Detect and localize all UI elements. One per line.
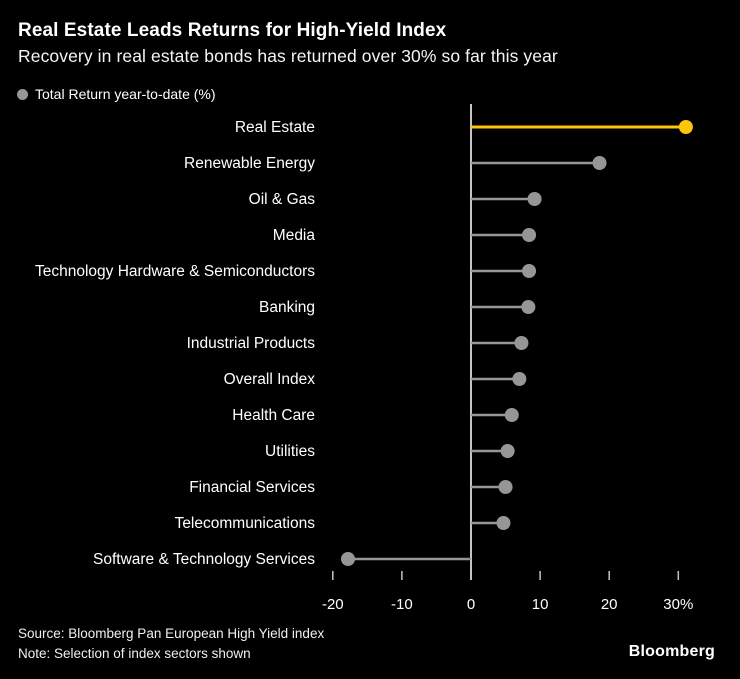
category-label: Real Estate: [235, 119, 315, 136]
legend: Total Return year-to-date (%): [17, 86, 216, 102]
category-label: Telecommunications: [175, 515, 316, 532]
data-point-dot: [521, 300, 536, 314]
category-label: Technology Hardware & Semiconductors: [35, 263, 315, 280]
data-point-dot: [514, 336, 529, 350]
category-label: Software & Technology Services: [93, 551, 315, 568]
category-label: Financial Services: [189, 479, 315, 496]
data-point-dot-highlight: [678, 120, 693, 134]
legend-label: Total Return year-to-date (%): [35, 86, 216, 102]
category-label: Overall Index: [224, 371, 316, 388]
data-point-dot: [496, 516, 511, 530]
data-point-dot: [504, 408, 519, 422]
data-point-dot: [592, 156, 607, 170]
data-point-dot: [522, 228, 537, 242]
chart-subtitle: Recovery in real estate bonds has return…: [18, 46, 558, 66]
axis-tick-label: -10: [391, 596, 413, 613]
data-point-dot: [500, 444, 515, 458]
category-label: Oil & Gas: [249, 191, 316, 208]
category-label: Renewable Energy: [184, 155, 315, 172]
source-note: Source: Bloomberg Pan European High Yiel…: [18, 626, 325, 641]
axis-tick-label: -20: [322, 596, 344, 613]
category-label: Media: [273, 227, 316, 244]
axis-tick-label: 30%: [663, 596, 693, 613]
data-point-dot: [522, 264, 537, 278]
bloomberg-logo: Bloomberg: [628, 643, 715, 660]
legend-dot-icon: [17, 88, 28, 100]
category-label: Utilities: [265, 443, 315, 460]
axis-tick-label: 10: [532, 596, 549, 613]
category-label: Industrial Products: [187, 335, 316, 352]
data-point-dot: [498, 480, 513, 494]
footer-notes: Source: Bloomberg Pan European High Yiel…: [18, 624, 324, 664]
selection-note: Note: Selection of index sectors shown: [18, 646, 251, 661]
category-label: Banking: [259, 299, 315, 316]
chart-title: Real Estate Leads Returns for High-Yield…: [18, 20, 447, 41]
category-label: Health Care: [232, 407, 315, 424]
axis-tick-label: 0: [467, 596, 475, 613]
data-point-dot: [512, 372, 527, 386]
data-point-dot: [341, 552, 356, 566]
axis-tick-label: 20: [601, 596, 618, 613]
data-point-dot: [527, 192, 542, 206]
